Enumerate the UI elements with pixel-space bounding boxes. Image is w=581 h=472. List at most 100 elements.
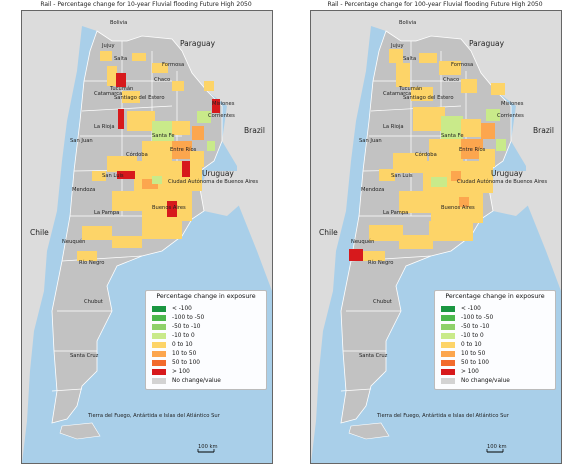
legend: Percentage change in exposure < -100 -10… bbox=[434, 290, 556, 390]
legend-label: 50 to 100 bbox=[461, 359, 489, 366]
legend-item: -10 to 0 bbox=[441, 331, 484, 340]
label-brazil: Brazil bbox=[533, 126, 554, 135]
label-entrerios: Entre Ríos bbox=[459, 146, 486, 153]
legend-item: < -100 bbox=[441, 304, 481, 313]
chile-region bbox=[22, 11, 82, 463]
panel-title: Rail - Percentage change for 10-year Flu… bbox=[40, 1, 252, 8]
scale-bar: 100 km bbox=[486, 444, 507, 453]
legend-label: No change/value bbox=[172, 377, 221, 384]
label-misiones: Misiones bbox=[501, 101, 524, 107]
label-santiago: Santiago del Estero bbox=[403, 95, 454, 101]
label-cordoba: Córdoba bbox=[415, 151, 437, 158]
label-tierradelfuego: Tierra del Fuego, Antártida e Islas del … bbox=[87, 412, 221, 419]
label-uruguay: Uruguay bbox=[202, 169, 234, 178]
legend-label: 10 to 50 bbox=[172, 350, 197, 357]
label-brazil: Brazil bbox=[244, 126, 265, 135]
argentina-map: Bolivia Paraguay Brazil Uruguay Chile Ju… bbox=[22, 11, 272, 463]
legend-swatch bbox=[441, 314, 455, 321]
label-formosa: Formosa bbox=[451, 62, 473, 68]
legend-label: -100 to -50 bbox=[172, 314, 205, 321]
legend-item: -50 to -10 bbox=[441, 322, 489, 331]
legend-label: 0 to 10 bbox=[461, 341, 482, 348]
legend-swatch bbox=[152, 305, 166, 312]
legend-item: 50 to 100 bbox=[152, 358, 200, 367]
label-neuquen: Neuquén bbox=[351, 238, 374, 245]
legend-item: -100 to -50 bbox=[441, 313, 493, 322]
legend-swatch bbox=[441, 305, 455, 312]
legend-label: -50 to -10 bbox=[461, 323, 490, 330]
label-mendoza: Mendoza bbox=[72, 187, 95, 193]
label-caba: Ciudad Autónoma de Buenos Aires bbox=[457, 178, 547, 185]
label-paraguay: Paraguay bbox=[180, 39, 216, 48]
map-panel-10yr: Rail - Percentage change for 10-year Flu… bbox=[21, 0, 273, 472]
tierra-del-fuego-island bbox=[59, 422, 101, 440]
label-larioja: La Rioja bbox=[383, 124, 404, 130]
label-jujuy: Jujuy bbox=[390, 43, 404, 49]
label-tucuman: Tucumán bbox=[398, 85, 422, 92]
label-santafe: Santa Fe bbox=[152, 133, 175, 139]
legend-label: < -100 bbox=[461, 305, 481, 312]
rail-exposure-cells bbox=[349, 49, 506, 261]
map-frame: Bolivia Paraguay Brazil Uruguay Chile Ju… bbox=[21, 10, 273, 464]
legend-swatch bbox=[441, 377, 455, 384]
label-tucuman: Tucumán bbox=[109, 85, 133, 92]
legend-item: -100 to -50 bbox=[152, 313, 204, 322]
label-entrerios: Entre Ríos bbox=[170, 146, 197, 153]
legend-label: 50 to 100 bbox=[172, 359, 200, 366]
scale-bar: 100 km bbox=[197, 444, 218, 453]
legend-swatch bbox=[441, 350, 455, 357]
scale-label: 100 km bbox=[487, 444, 507, 450]
label-santiago: Santiago del Estero bbox=[114, 95, 165, 101]
legend-swatch bbox=[152, 314, 166, 321]
label-buenosaires: Buenos Aires bbox=[152, 205, 186, 211]
legend-swatch bbox=[441, 332, 455, 339]
label-bolivia: Bolivia bbox=[399, 20, 416, 26]
label-larioja: La Rioja bbox=[94, 124, 115, 130]
label-chubut: Chubut bbox=[373, 299, 392, 305]
label-corrientes: Corrientes bbox=[497, 113, 524, 119]
legend: Percentage change in exposure < -100 -10… bbox=[145, 290, 267, 390]
label-corrientes: Corrientes bbox=[208, 113, 235, 119]
label-chubut: Chubut bbox=[84, 299, 103, 305]
label-chaco: Chaco bbox=[154, 77, 170, 83]
label-sanluis: San Luis bbox=[102, 173, 124, 179]
legend-swatch bbox=[152, 377, 166, 384]
legend-label: < -100 bbox=[172, 305, 192, 312]
label-chile: Chile bbox=[30, 228, 49, 237]
bolivia-region bbox=[371, 11, 561, 51]
label-cordoba: Córdoba bbox=[126, 151, 148, 158]
label-salta: Salta bbox=[114, 56, 127, 62]
legend-label: -50 to -10 bbox=[172, 323, 201, 330]
legend-swatch bbox=[152, 368, 166, 375]
label-tierradelfuego: Tierra del Fuego, Antártida e Islas del … bbox=[376, 412, 510, 419]
brazil-region bbox=[222, 71, 272, 291]
legend-swatch bbox=[441, 359, 455, 366]
legend-swatch bbox=[441, 341, 455, 348]
legend-swatch bbox=[152, 359, 166, 366]
legend-swatch bbox=[152, 350, 166, 357]
legend-item: 10 to 50 bbox=[441, 349, 485, 358]
legend-item: No change/value bbox=[152, 376, 221, 385]
label-chile: Chile bbox=[319, 228, 338, 237]
legend-item: -10 to 0 bbox=[152, 331, 195, 340]
label-formosa: Formosa bbox=[162, 62, 184, 68]
legend-label: 0 to 10 bbox=[172, 341, 193, 348]
brazil-region bbox=[511, 71, 561, 291]
chile-region bbox=[311, 11, 371, 463]
legend-label: > 100 bbox=[172, 368, 190, 375]
label-chaco: Chaco bbox=[443, 77, 459, 83]
label-sanjuan: San Juan bbox=[70, 138, 93, 144]
label-catamarca: Catamarca bbox=[383, 91, 411, 97]
label-rionegro: Río Negro bbox=[79, 259, 104, 266]
legend-swatch bbox=[441, 368, 455, 375]
label-santacruz: Santa Cruz bbox=[70, 353, 99, 359]
label-paraguay: Paraguay bbox=[469, 39, 505, 48]
uruguay-region bbox=[489, 171, 533, 216]
label-jujuy: Jujuy bbox=[101, 43, 115, 49]
label-catamarca: Catamarca bbox=[94, 91, 122, 97]
legend-item: 0 to 10 bbox=[152, 340, 193, 349]
tierra-del-fuego-island bbox=[348, 422, 390, 440]
legend-item: 10 to 50 bbox=[152, 349, 196, 358]
legend-label: -10 to 0 bbox=[172, 332, 195, 339]
legend-swatch bbox=[152, 332, 166, 339]
